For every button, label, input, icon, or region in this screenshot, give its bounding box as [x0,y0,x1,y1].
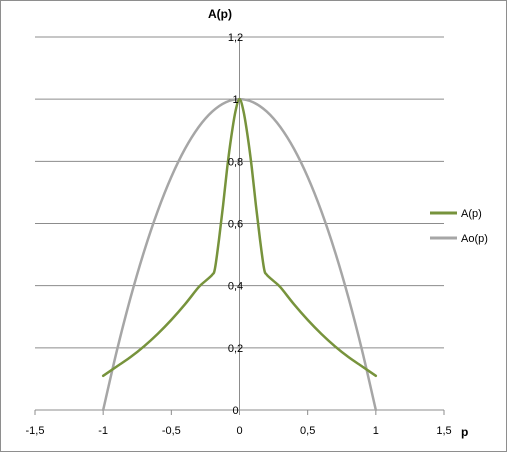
y-axis-title: A(p) [208,7,232,21]
x-tick-label: -1 [98,425,108,437]
x-axis-title: p [461,425,468,439]
series-layer [101,97,378,412]
legend-label: Ao(p) [461,233,488,245]
y-tick-label: 0,4 [228,281,243,293]
y-tick-label: 1 [232,94,238,106]
tick-labels: -1,5 -1 -0,5 0 0,5 1 1,5 0 0,2 0,4 0,6 0,8 1 1,2 [26,32,452,437]
legend: A(p) Ao(p) [430,208,488,245]
series-line-ap [101,97,378,378]
x-tick-label: 0,5 [300,425,315,437]
y-tick-label: 0,2 [228,343,243,355]
y-tick-label: 1,2 [228,32,243,44]
y-tick-label: 0,6 [228,219,243,231]
x-tick-label: -1,5 [26,425,45,437]
x-tick-label: 0 [236,425,242,437]
y-tick-label: 0,8 [228,156,243,168]
legend-label: A(p) [461,208,482,220]
x-tick-label: -0,5 [162,425,181,437]
x-tick-label: 1 [373,425,379,437]
y-tick-label: 0 [232,405,238,417]
x-tick-label: 1,5 [436,425,451,437]
